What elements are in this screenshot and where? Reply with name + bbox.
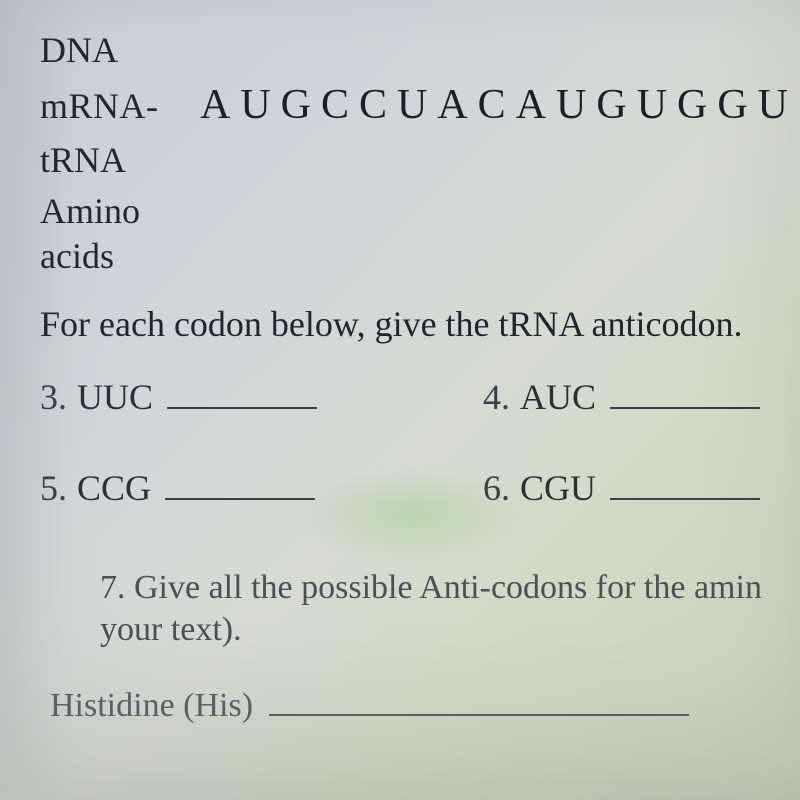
q4-number: 4. [483,376,510,418]
sequence-labels-block: DNA mRNA- AUGCCUACAUGUGGU tRNA Amino aci… [40,28,800,279]
row-mrna: mRNA- AUGCCUACAUGUGGU [40,79,800,132]
label-acids: acids [40,234,800,279]
q4-blank[interactable] [610,375,760,409]
question-3: 3. UUC [40,375,383,418]
instruction-text: For each codon below, give the tRNA anti… [40,303,800,345]
q3-number: 3. [40,376,67,418]
q7-number: 7. [100,569,126,606]
q5-blank[interactable] [165,466,315,500]
q6-number: 6. [483,467,510,509]
question-4: 4. AUC [403,375,760,418]
q7-line1: 7. Give all the possible Anti-codons for… [100,569,800,607]
q3-blank[interactable] [167,375,317,409]
label-dna: DNA [40,28,800,73]
q7-text-line2: your text). [100,611,800,649]
question-7: 7. Give all the possible Anti-codons for… [100,569,800,649]
mrna-sequence: AUGCCUACAUGUGGU [200,79,798,132]
anticodon-questions-grid: 3. UUC 4. AUC 5. CCG 6. CGU [40,375,800,510]
q5-codon: CCG [77,467,151,509]
q5-number: 5. [40,467,67,509]
q4-codon: AUC [520,376,596,418]
histidine-label: Histidine (His) [50,687,253,725]
question-5: 5. CCG [40,466,383,509]
histidine-row: Histidine (His) [50,683,800,725]
histidine-blank[interactable] [269,683,689,716]
question-6: 6. CGU [403,466,760,509]
q6-codon: CGU [520,467,596,509]
q3-codon: UUC [77,376,153,418]
label-amino: Amino [40,189,800,234]
q6-blank[interactable] [610,466,760,500]
label-trna: tRNA [40,138,800,183]
worksheet-page: DNA mRNA- AUGCCUACAUGUGGU tRNA Amino aci… [0,0,800,725]
label-mrna: mRNA- [40,84,200,129]
q7-text-line1: Give all the possible Anti-codons for th… [134,569,762,606]
